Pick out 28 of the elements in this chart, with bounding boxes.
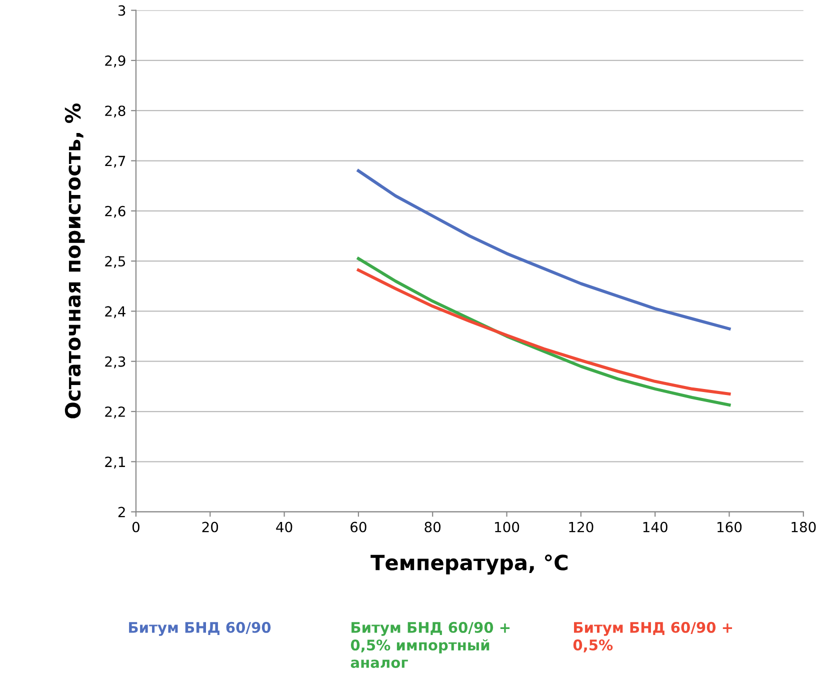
x-tick-label: 0 xyxy=(132,522,140,532)
x-axis-title: Температура, °C xyxy=(370,554,568,575)
text: Битум БНД 60/90 + 0,5% xyxy=(573,622,732,652)
x-tick-label: 20 xyxy=(202,522,218,532)
y-tick-label: 2,9 xyxy=(105,55,126,68)
y-tick-label: 2,8 xyxy=(105,106,126,118)
y-tick-label: 2,7 xyxy=(105,156,126,168)
x-tick-label: 40 xyxy=(276,522,292,532)
y-tick-label: 2,3 xyxy=(105,356,126,368)
text: Битум БНД 60/90 + 0,5% импортный аналог xyxy=(350,622,510,668)
y-tick-label: 2,6 xyxy=(105,206,126,218)
line-series xyxy=(356,169,731,330)
x-tick-label: 60 xyxy=(350,522,366,532)
y-tick-label: 3 xyxy=(118,5,126,16)
y-tick-label: 2,4 xyxy=(105,306,126,318)
y-axis-title: Остаточная пористость, % xyxy=(64,103,85,418)
text: Битум БНД 60/90 xyxy=(129,622,271,636)
x-tick-label: 100 xyxy=(495,522,520,532)
y-tick-label: 2 xyxy=(118,506,125,518)
line-series xyxy=(356,268,731,396)
y-tick-label: 2,1 xyxy=(105,456,125,469)
y-tick-label: 2,5 xyxy=(105,256,126,268)
x-tick-label: 80 xyxy=(424,522,441,532)
x-tick-label: 120 xyxy=(569,522,594,532)
x-tick-label: 140 xyxy=(643,522,668,532)
x-tick-label: 180 xyxy=(792,522,816,532)
x-tick-label: 160 xyxy=(718,522,742,532)
y-tick-label: 2,2 xyxy=(105,406,125,418)
